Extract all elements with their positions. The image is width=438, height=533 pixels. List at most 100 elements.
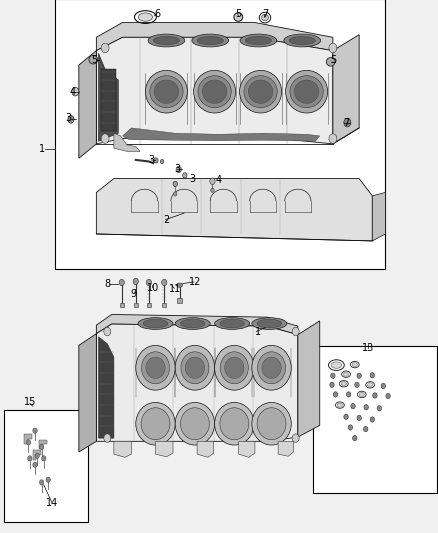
Text: 3: 3 (190, 174, 196, 184)
Circle shape (330, 382, 334, 387)
Ellipse shape (192, 34, 229, 47)
Circle shape (351, 403, 355, 409)
Circle shape (101, 134, 109, 143)
Polygon shape (114, 133, 140, 151)
Circle shape (377, 406, 381, 411)
Text: 1: 1 (255, 327, 261, 336)
Circle shape (333, 392, 338, 397)
Ellipse shape (252, 318, 287, 329)
Ellipse shape (240, 34, 277, 47)
Bar (177, 298, 182, 303)
Text: 4: 4 (216, 175, 222, 184)
Polygon shape (33, 450, 41, 460)
Polygon shape (114, 441, 131, 457)
Circle shape (210, 178, 215, 184)
Circle shape (101, 43, 109, 53)
Polygon shape (96, 314, 298, 335)
Ellipse shape (248, 80, 273, 103)
Ellipse shape (175, 345, 215, 390)
Text: 5: 5 (330, 55, 336, 65)
Circle shape (154, 158, 158, 163)
Circle shape (344, 118, 351, 127)
Polygon shape (123, 128, 320, 141)
Ellipse shape (146, 357, 165, 378)
Ellipse shape (225, 357, 244, 378)
Text: 7: 7 (262, 9, 268, 19)
Circle shape (33, 428, 37, 433)
Text: 7: 7 (343, 118, 349, 127)
Ellipse shape (220, 408, 249, 440)
Polygon shape (24, 434, 32, 444)
Ellipse shape (252, 345, 291, 390)
Text: 13: 13 (362, 343, 374, 352)
Circle shape (176, 166, 181, 173)
Circle shape (355, 382, 359, 387)
Ellipse shape (258, 352, 286, 384)
Polygon shape (372, 192, 385, 241)
Ellipse shape (252, 402, 291, 445)
Ellipse shape (326, 58, 335, 66)
Circle shape (292, 327, 299, 336)
Ellipse shape (150, 76, 183, 108)
Circle shape (72, 87, 79, 96)
Ellipse shape (215, 345, 254, 390)
Circle shape (104, 434, 111, 442)
Ellipse shape (194, 70, 236, 113)
Circle shape (357, 373, 361, 378)
Circle shape (370, 417, 374, 422)
Ellipse shape (289, 36, 315, 45)
Circle shape (28, 456, 32, 461)
Polygon shape (197, 441, 214, 457)
Circle shape (364, 405, 368, 410)
Ellipse shape (262, 357, 281, 378)
Ellipse shape (175, 402, 215, 445)
Circle shape (292, 434, 299, 442)
Text: 3: 3 (174, 165, 180, 174)
Bar (120, 303, 124, 307)
Text: 9: 9 (131, 289, 137, 299)
Polygon shape (39, 440, 47, 449)
Ellipse shape (343, 372, 349, 376)
Polygon shape (333, 35, 359, 144)
Text: 3: 3 (65, 114, 71, 123)
Ellipse shape (141, 352, 170, 384)
Circle shape (39, 444, 44, 449)
Ellipse shape (234, 13, 243, 21)
Bar (313, 346, 437, 493)
Text: 3: 3 (148, 155, 154, 165)
Ellipse shape (154, 80, 179, 103)
Text: 10: 10 (147, 283, 159, 293)
Ellipse shape (220, 319, 244, 328)
Bar (55, 0, 385, 269)
Circle shape (39, 480, 44, 485)
Circle shape (119, 279, 124, 286)
Text: 11: 11 (169, 284, 181, 294)
Circle shape (35, 453, 39, 458)
Ellipse shape (244, 76, 277, 108)
Circle shape (329, 134, 337, 143)
Ellipse shape (153, 36, 180, 45)
Polygon shape (99, 53, 118, 141)
Ellipse shape (367, 383, 373, 387)
Ellipse shape (341, 382, 346, 386)
Ellipse shape (145, 70, 187, 113)
Ellipse shape (220, 352, 248, 384)
Polygon shape (96, 22, 333, 51)
Ellipse shape (138, 318, 173, 329)
Circle shape (370, 373, 374, 378)
Circle shape (348, 425, 353, 430)
Ellipse shape (177, 283, 183, 287)
Ellipse shape (215, 402, 254, 445)
Circle shape (146, 279, 152, 286)
Ellipse shape (180, 319, 205, 328)
Circle shape (160, 159, 164, 164)
Circle shape (353, 435, 357, 441)
Ellipse shape (294, 80, 319, 103)
Circle shape (364, 426, 368, 432)
Ellipse shape (202, 80, 227, 103)
Text: 5: 5 (236, 9, 242, 19)
Ellipse shape (215, 318, 250, 329)
Text: 8: 8 (104, 279, 110, 288)
Circle shape (357, 415, 361, 421)
Ellipse shape (143, 319, 168, 328)
